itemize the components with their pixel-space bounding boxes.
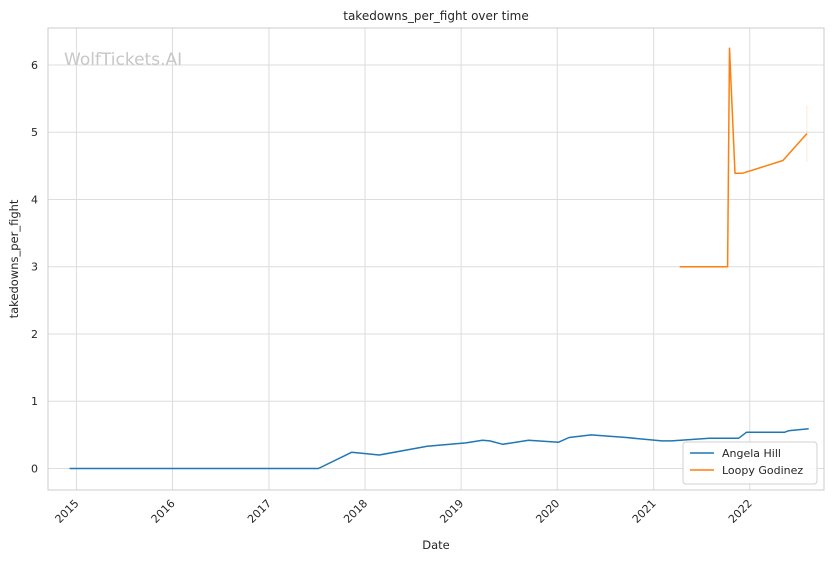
legend-label-angela-hill: Angela Hill [722,447,781,460]
legend-label-loopy-godinez: Loopy Godinez [722,464,803,477]
y-tick-labels: 0 1 2 3 4 5 6 [31,59,38,475]
legend-box [682,441,818,485]
plot-area [48,28,824,490]
y-axis-label: takedowns_per_fight [7,199,21,318]
y-tick-label: 0 [31,462,38,475]
watermark: WolfTickets.AI [64,50,182,70]
series-line-angela-hill [69,428,809,470]
y-tick-label: 1 [31,395,38,408]
x-axis-label: Date [422,538,450,552]
series-layer [69,47,809,470]
series-line-loopy-godinez [679,47,808,268]
y-tick-label: 3 [31,261,38,274]
y-tick-label: 2 [31,328,38,341]
legend: Angela Hill Loopy Godinez [682,441,818,485]
y-tick-label: 6 [31,59,38,72]
y-tick-label: 4 [31,193,38,206]
plot-frame [47,27,825,491]
chart-title: takedowns_per_fight over time [343,9,529,23]
y-tick-label: 5 [31,126,38,139]
